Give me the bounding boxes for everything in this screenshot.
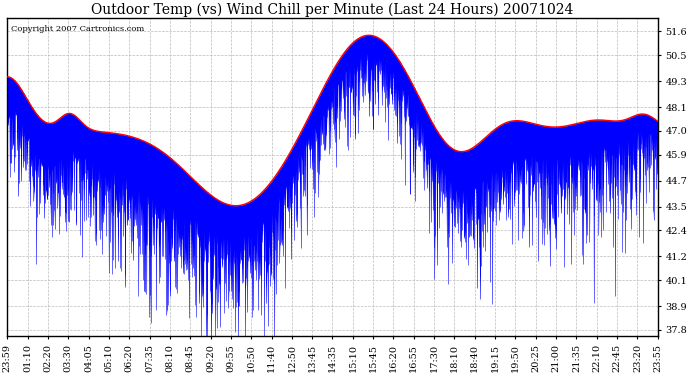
Text: Copyright 2007 Cartronics.com: Copyright 2007 Cartronics.com	[10, 25, 144, 33]
Title: Outdoor Temp (vs) Wind Chill per Minute (Last 24 Hours) 20071024: Outdoor Temp (vs) Wind Chill per Minute …	[91, 3, 573, 17]
